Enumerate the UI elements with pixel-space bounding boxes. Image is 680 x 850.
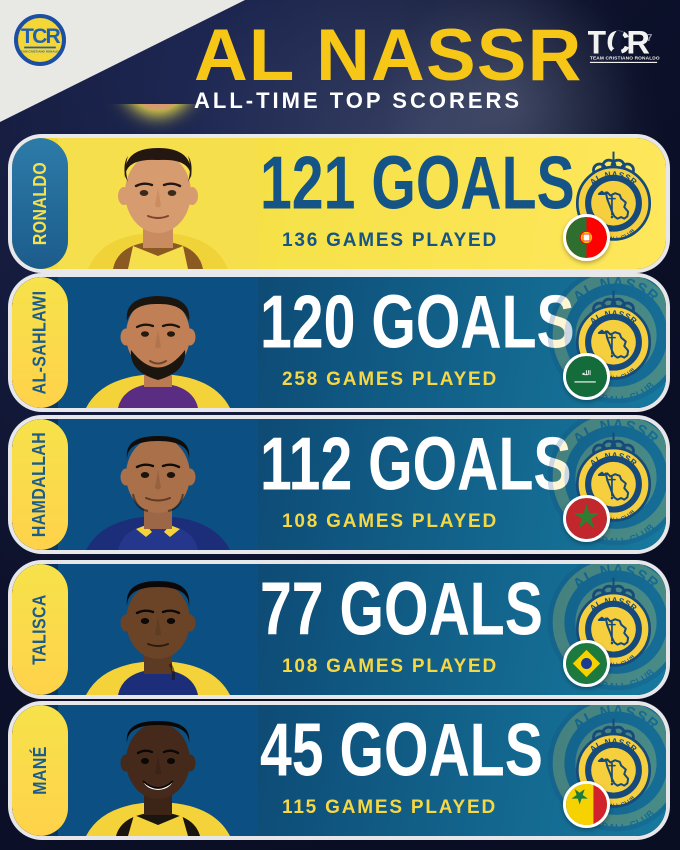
svg-text:7: 7 — [647, 32, 653, 44]
svg-text:TCR: TCR — [21, 25, 61, 48]
svg-text:T: T — [588, 24, 606, 61]
svg-text:TEAM CRISTIANO RONALDO: TEAM CRISTIANO RONALDO — [590, 55, 660, 61]
svg-text:TEAM CRISTIANO RONALDO: TEAM CRISTIANO RONALDO — [19, 49, 61, 53]
svg-text:R: R — [626, 24, 649, 61]
svg-text:الله: الله — [582, 370, 591, 377]
